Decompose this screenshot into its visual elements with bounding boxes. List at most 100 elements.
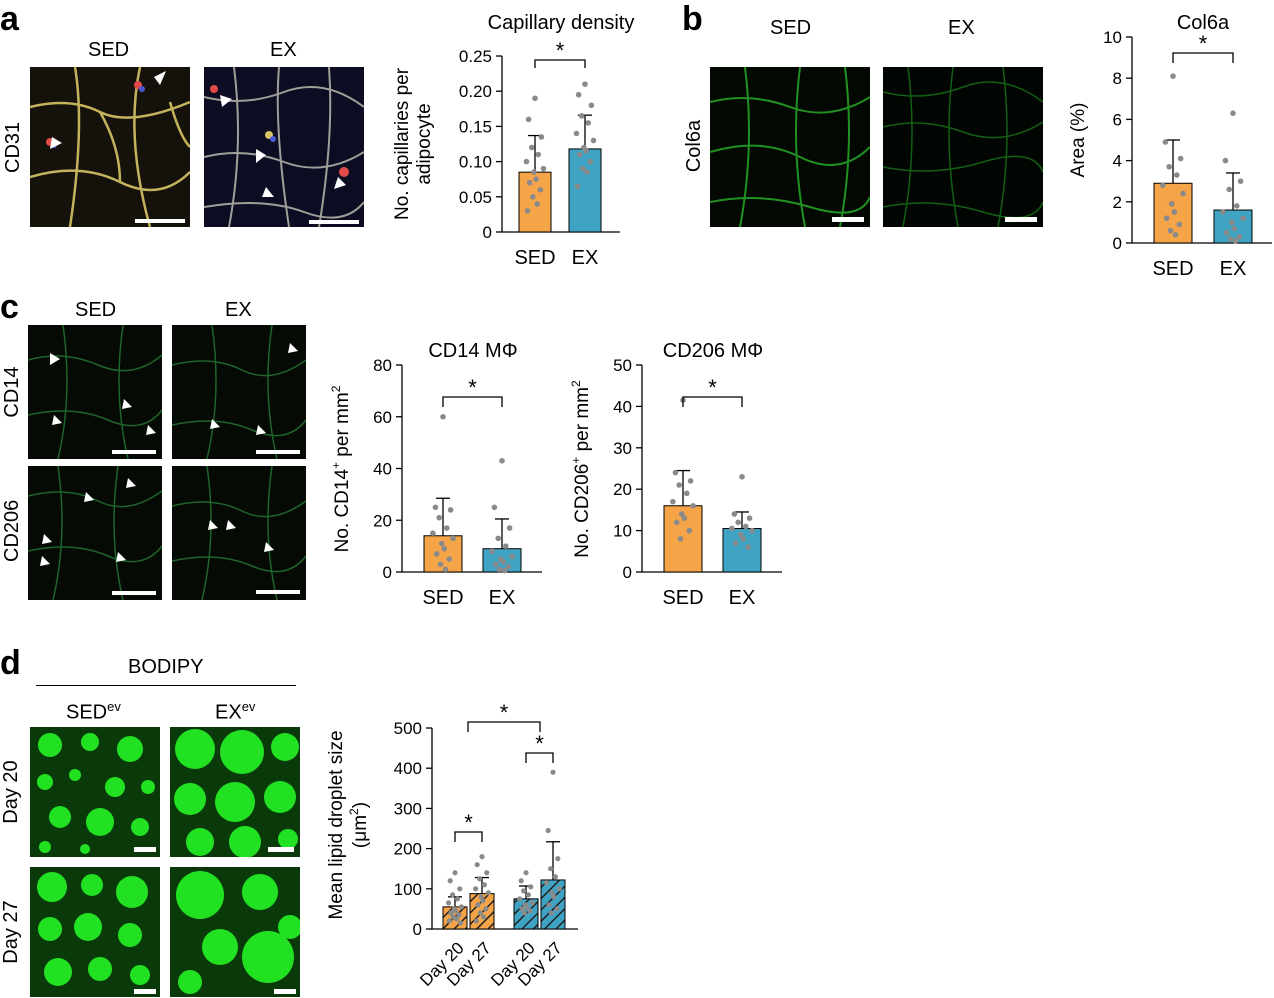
panel-letter-d: d <box>0 644 21 682</box>
panel-b-row-label: Col6a <box>683 119 705 173</box>
data-point <box>496 566 503 573</box>
data-point <box>1174 172 1180 178</box>
data-point <box>684 490 690 497</box>
data-point <box>528 884 534 890</box>
data-point <box>549 890 555 896</box>
data-point <box>521 910 527 916</box>
data-point <box>473 918 479 924</box>
data-point <box>458 904 464 910</box>
data-point <box>1237 178 1244 184</box>
y-axis-label: Mean lipid droplet size (μm2) <box>326 730 371 919</box>
significance-label: * <box>556 38 565 63</box>
y-axis-label-tail: per mm <box>572 387 593 457</box>
data-point <box>552 874 558 880</box>
y-axis-label-tail-sup: 2 <box>329 385 343 392</box>
data-point <box>729 525 735 532</box>
data-point <box>670 498 676 505</box>
data-point <box>452 870 458 876</box>
panel-letter-b: b <box>682 0 703 38</box>
data-point <box>1230 110 1236 117</box>
y-tick-label: 10 <box>1103 28 1122 47</box>
panel-b-img-title-ex: EX <box>948 17 975 39</box>
y-axis-label-main: No. CD14 <box>332 469 353 553</box>
micrograph-bodipy-ex-day20 <box>170 727 300 857</box>
data-point <box>525 116 532 123</box>
bar-1 <box>722 528 762 573</box>
chart-title: CD206 MΦ <box>663 340 763 362</box>
x-tick-label-1: EX <box>489 587 516 609</box>
data-point <box>506 525 513 531</box>
data-point <box>517 896 523 902</box>
y-axis-label-tail-sup: 2 <box>569 380 583 387</box>
y-tick-label: 60 <box>373 408 392 427</box>
data-point <box>584 169 590 175</box>
data-point <box>524 904 530 910</box>
y-tick-label: 0 <box>483 223 492 242</box>
panel-d-col-title-sed: SEDev <box>66 700 121 723</box>
micrograph-cd206-sed <box>28 466 162 600</box>
y-tick-label: 0 <box>383 563 392 582</box>
micrograph-bodipy-ex-day27 <box>170 867 300 997</box>
data-point <box>489 548 495 555</box>
y-tick-label: 40 <box>373 460 392 479</box>
y-tick-label: 500 <box>394 719 422 738</box>
data-point <box>735 519 741 526</box>
micrograph-cd206-ex <box>172 466 306 600</box>
y-tick-label: 20 <box>613 480 632 499</box>
data-point <box>523 870 529 876</box>
x-tick-label-0: SED <box>1152 258 1193 280</box>
data-point <box>538 134 545 140</box>
data-point <box>442 566 449 573</box>
data-point <box>582 81 588 87</box>
data-point <box>1231 225 1238 232</box>
data-point <box>483 906 489 912</box>
data-point <box>484 870 490 876</box>
data-point <box>1228 219 1235 226</box>
micrograph-col6a-sed-art <box>710 67 870 227</box>
data-point <box>556 886 562 892</box>
micrograph-cd14-ex-art <box>172 325 306 459</box>
data-point <box>545 827 551 834</box>
y-tick-label: 2 <box>1113 193 1122 212</box>
data-point <box>501 567 508 574</box>
y-axis-label-tail: per mm <box>332 392 353 462</box>
chart-title: Capillary density <box>488 12 635 34</box>
y-tick-label: 300 <box>394 799 422 818</box>
data-point <box>681 515 688 521</box>
significance-label: * <box>708 375 717 400</box>
y-tick-label: 0 <box>623 563 632 582</box>
data-point <box>585 120 591 126</box>
panel-d-row-label-day20: Day 20 <box>0 760 22 824</box>
significance-bracket <box>525 752 554 763</box>
data-point <box>740 536 747 542</box>
micrograph-cd14-sed <box>28 325 162 459</box>
data-point <box>475 902 481 908</box>
y-tick-label: 0.20 <box>459 82 492 101</box>
data-point <box>1240 215 1246 222</box>
y-tick-label: 0.15 <box>459 117 492 136</box>
y-tick-label: 50 <box>613 356 632 375</box>
data-point <box>1168 201 1175 207</box>
data-point <box>446 900 452 906</box>
significance-bracket <box>1172 52 1234 63</box>
data-point <box>1167 227 1174 234</box>
data-point <box>480 898 486 904</box>
significance-bracket <box>534 59 586 68</box>
data-point <box>533 176 539 182</box>
data-point <box>745 544 752 550</box>
y-tick-label: 40 <box>613 397 632 416</box>
data-point <box>447 878 453 884</box>
data-point <box>749 527 755 534</box>
data-point <box>576 151 583 158</box>
data-point <box>453 908 459 914</box>
panel-letter-a: a <box>0 0 19 38</box>
panel-b-img-title-sed: SED <box>770 17 812 39</box>
data-point <box>548 910 554 916</box>
significance-label: * <box>500 700 509 725</box>
data-point <box>575 91 582 98</box>
panel-d-col-title-ex-sup: ev <box>241 699 256 714</box>
micrograph-cd14-ex <box>172 325 306 459</box>
data-point <box>546 902 552 908</box>
x-tick-label-1: EX <box>729 587 756 609</box>
data-point <box>673 519 680 526</box>
